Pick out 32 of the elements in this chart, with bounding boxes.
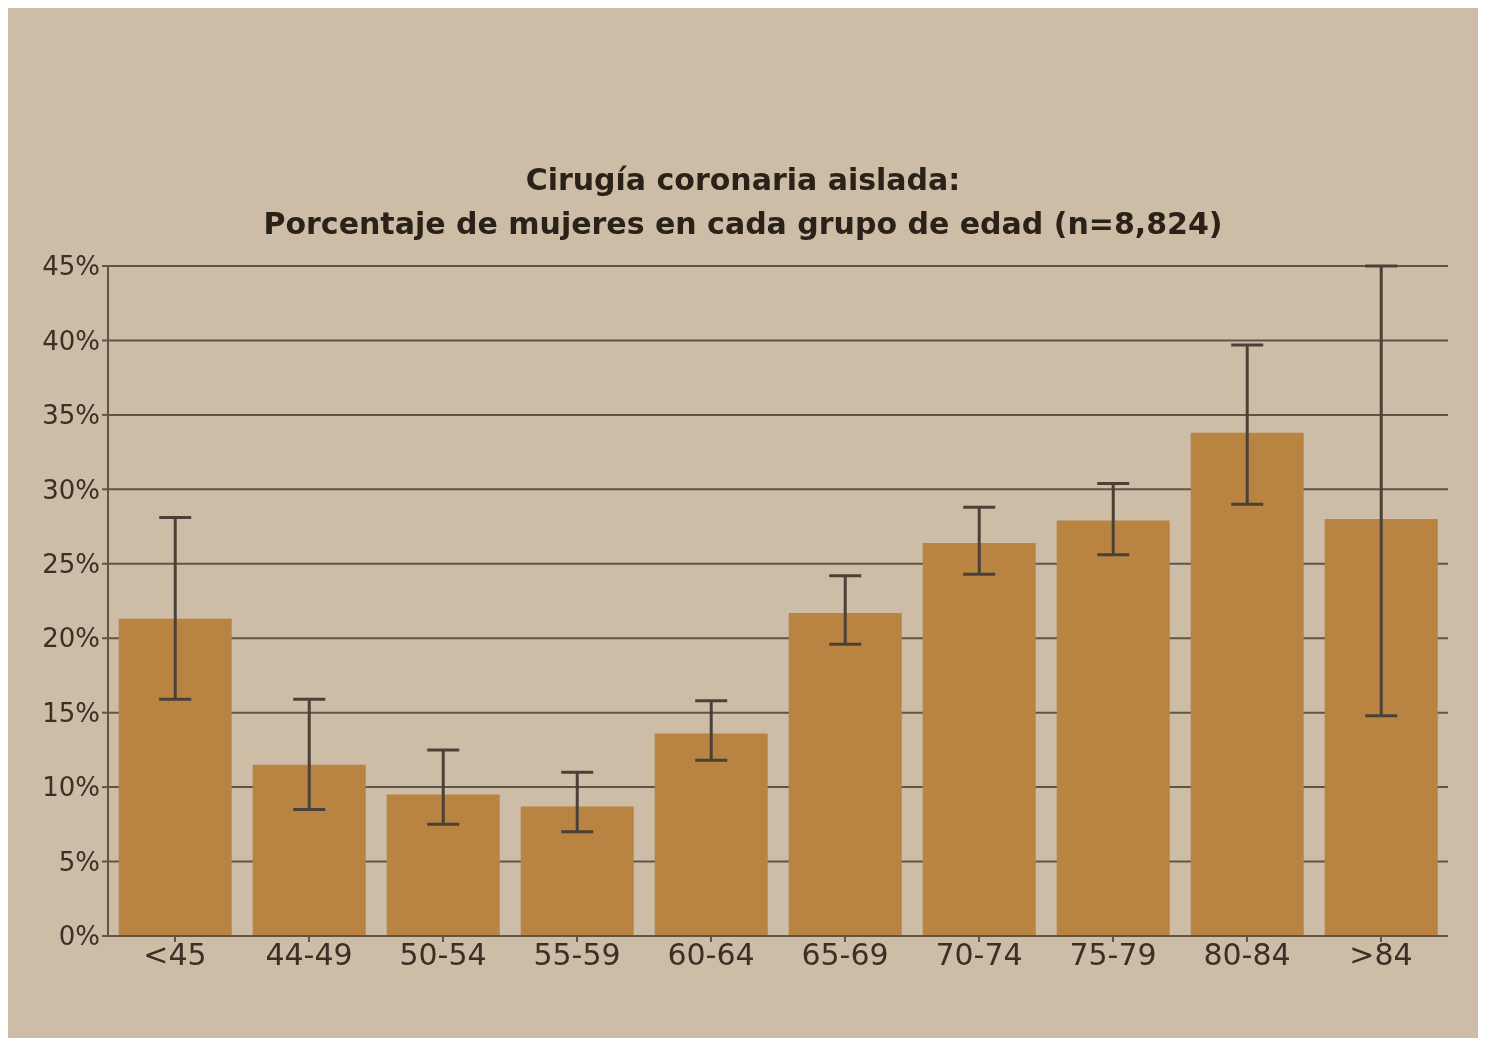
x-tick-label: 50-54 xyxy=(399,937,487,973)
bar xyxy=(386,794,500,936)
bar xyxy=(1056,520,1170,936)
x-tick-label: 80-84 xyxy=(1203,937,1291,973)
x-tick-label: 55-59 xyxy=(533,937,621,973)
y-tick-label: 5% xyxy=(58,846,100,877)
y-tick-label: 35% xyxy=(42,400,100,431)
y-tick-label: 25% xyxy=(42,549,100,580)
x-tick-label: >84 xyxy=(1349,937,1413,973)
bar xyxy=(1190,432,1304,936)
bar xyxy=(1324,519,1438,936)
bar xyxy=(252,764,366,936)
x-tick-label: 60-64 xyxy=(667,937,755,973)
y-tick-label: 10% xyxy=(42,772,100,803)
bar xyxy=(118,618,232,936)
x-tick-label: 70-74 xyxy=(935,937,1023,973)
x-tick-label: 75-79 xyxy=(1069,937,1157,973)
x-tick-label: 44-49 xyxy=(265,937,353,973)
x-tick-label: 65-69 xyxy=(801,937,889,973)
bar xyxy=(654,733,768,936)
chart-subtitle: Porcentaje de mujeres en cada grupo de edad (n=8,824) xyxy=(262,205,1224,243)
x-tick-label: <45 xyxy=(143,937,207,973)
y-tick-label: 15% xyxy=(42,697,100,728)
y-tick-label: 40% xyxy=(42,325,100,356)
y-tick-label: 30% xyxy=(42,474,100,505)
bar xyxy=(788,612,902,936)
chart-title: Cirugía coronaria aislada: xyxy=(524,161,962,199)
y-tick-label: 0% xyxy=(58,921,100,952)
bar xyxy=(922,542,1036,936)
y-tick-label: 45% xyxy=(42,251,100,282)
bar xyxy=(520,806,634,936)
y-tick-label: 20% xyxy=(42,623,100,654)
